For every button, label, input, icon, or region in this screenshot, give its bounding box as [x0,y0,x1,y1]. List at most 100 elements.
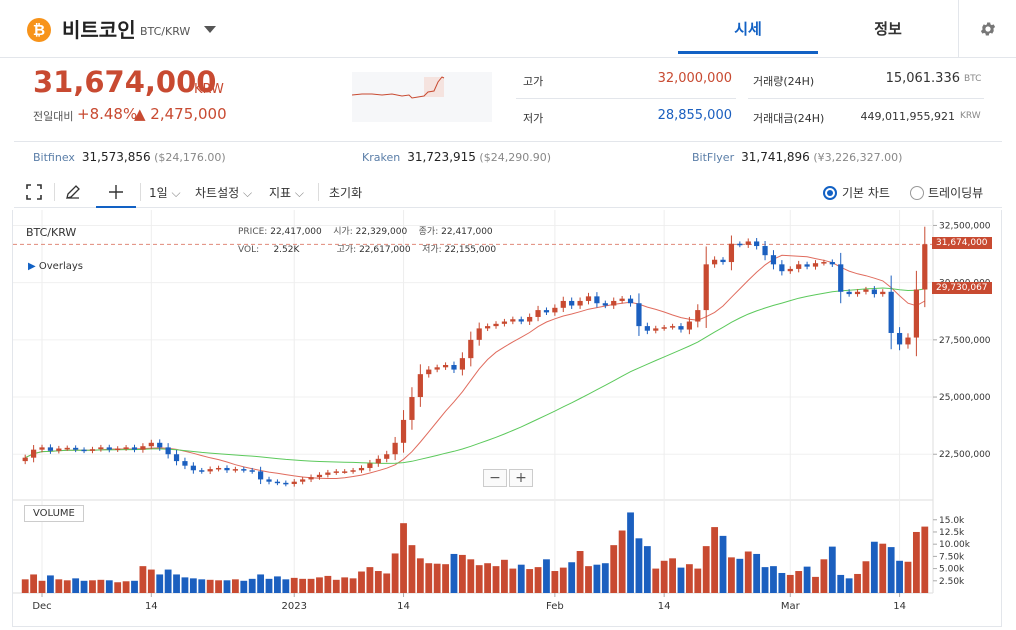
candle-body [821,262,827,264]
candle-body [131,447,138,450]
divider [318,183,319,201]
radio-tradingview[interactable] [910,186,924,200]
volume-bar [139,566,147,593]
volume-bar [559,567,567,593]
chart-settings-label: 차트설정 [195,186,240,200]
volume-bar [383,573,391,593]
exchange-name: BitFlyer [692,151,735,164]
volume-bar [786,574,794,593]
candle-body [81,449,87,452]
volume-bar [366,567,374,593]
zoom-in-button[interactable]: + [509,469,533,487]
basic-chart-label[interactable]: 기본 차트 [842,186,890,200]
chevron-down-icon[interactable] [204,26,216,33]
y-tick-label: 22,500,000 [939,450,991,460]
fullscreen-icon[interactable] [26,184,42,200]
divider [516,98,736,99]
volume-bar [795,571,803,593]
volume-bar [458,554,466,593]
tab-market[interactable]: 시세 [678,0,818,54]
volume-bar [652,568,660,593]
volume-bar [114,582,122,593]
candle-body [392,442,398,455]
turnover-24h-unit: KRW [960,111,981,121]
volume-bar [845,578,853,593]
candle-body [358,467,365,471]
volume-bar [627,512,634,593]
candle-body [459,358,465,370]
candle-body [241,469,247,471]
candle-body [762,246,768,256]
volume-bar [21,579,29,593]
candle-body [594,296,600,304]
caret-right-icon: ▶ [28,261,36,272]
candle-body [829,262,835,265]
exchange-name: Bitfinex [33,151,75,164]
candle-body [476,328,482,340]
volume-bar [896,560,903,593]
candle-body [173,454,180,462]
radio-basic-chart[interactable] [823,186,837,200]
reset-button[interactable]: 초기화 [329,186,363,200]
volume-bar [307,578,315,593]
coin-name[interactable]: 비트코인 [62,18,136,42]
interval-select[interactable]: 1일 ⌵ [149,184,181,201]
candle-body [627,298,634,304]
candle-body [770,255,777,265]
chart-settings-menu[interactable]: 차트설정 ⌵ [195,184,252,201]
candle-body [266,479,272,482]
volume-bar [198,579,206,593]
volume-bar [517,564,525,593]
volume-bar [89,580,96,593]
candle-body [686,321,692,330]
coin-symbol[interactable]: BTC/KRW [140,25,191,38]
change-amount: ▲ 2,475,000 [134,105,227,123]
exchange-price: 31,741,896 [741,150,810,164]
tab-info[interactable]: 정보 [874,20,902,38]
candle-body [148,442,154,447]
candle-body [779,264,785,272]
high-label: 고가 [523,75,544,88]
volume-bar [147,569,155,593]
candle-body [123,447,129,449]
zoom-out-button[interactable]: − [483,469,507,487]
info-vol: 2.52K [273,245,300,255]
overlays-toggle[interactable]: ▶ Overlays [28,261,83,272]
pencil-icon[interactable] [65,184,81,200]
info-price-label: PRICE: [238,227,268,237]
change-label: 전일대비 [33,110,74,123]
candle-body [888,291,894,333]
candle-body [308,477,314,480]
candle-body [653,328,659,331]
indicators-label: 지표 [269,186,292,200]
sparkline-chart [352,72,492,122]
volume-bar [475,565,483,593]
crosshair-button[interactable] [96,176,136,208]
candle-body [215,467,222,470]
candle-body [535,310,541,317]
volume-bar [601,563,609,593]
candle-body [913,289,919,338]
volume-bar [341,577,349,593]
volume-bar [694,568,702,593]
price-chart[interactable]: 32,500,00030,000,00027,500,00025,000,000… [13,210,1001,626]
bitcoin-icon: ₿ [27,18,51,42]
volume-bar [416,558,424,593]
chevron-down-icon: ⌵ [294,186,305,200]
volume-bar [593,564,601,593]
volume-bar [55,579,63,593]
volume-bar [719,535,727,593]
volume-bar [173,574,180,593]
candle-body [712,259,718,265]
tradingview-label[interactable]: 트레이딩뷰 [928,186,984,200]
settings-button[interactable] [958,0,1016,58]
volume-bar [610,545,618,593]
candle-body [619,298,625,301]
indicators-menu[interactable]: 지표 ⌵ [269,184,304,201]
candle-body [569,300,575,306]
candle-body [232,469,238,471]
volume-24h-value: 15,061.336 [885,71,960,86]
volume-bar [526,569,534,593]
candle-body [442,365,449,368]
exchange-price: 31,723,915 [407,150,476,164]
